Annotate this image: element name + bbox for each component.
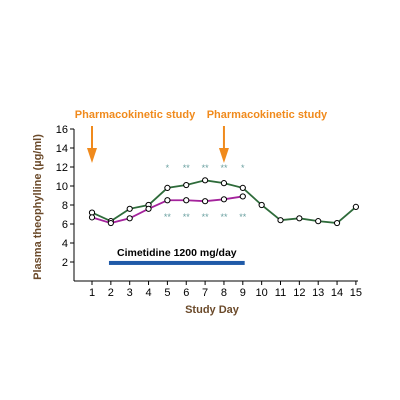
data-point	[239, 184, 246, 191]
x-tick-label: 7	[202, 287, 208, 299]
significance-lower: **	[183, 212, 191, 222]
y-tick-label: 10	[56, 181, 68, 193]
data-point	[315, 218, 322, 225]
x-tick-label: 10	[256, 287, 268, 299]
y-tick-label: 6	[62, 219, 68, 231]
data-point	[202, 177, 209, 184]
data-point	[183, 181, 190, 189]
annotations: Pharmacokinetic study Pharmacokinetic stu…	[75, 109, 328, 163]
data-point	[164, 184, 171, 191]
data-point	[202, 198, 209, 205]
x-tick-label: 5	[164, 287, 170, 299]
annotation-label: Pharmacokinetic study	[207, 109, 328, 121]
x-tick-label: 8	[221, 287, 227, 299]
x-tick-label: 4	[145, 287, 151, 299]
x-tick-label: 15	[350, 287, 362, 299]
data-point	[239, 193, 246, 200]
annotation-label: Pharmacokinetic study	[75, 109, 196, 121]
significance-upper: **	[183, 163, 191, 173]
significance-upper: **	[220, 163, 228, 173]
data-point	[107, 219, 114, 227]
data-point	[258, 201, 265, 209]
significance-lower: **	[239, 212, 247, 222]
x-tick-label: 14	[331, 287, 343, 299]
data-point	[164, 197, 171, 204]
y-tick-label: 14	[56, 143, 68, 155]
series-group	[88, 177, 359, 227]
x-tick-label: 11	[275, 287, 286, 299]
data-point	[145, 205, 152, 212]
y-tick-label: 2	[62, 257, 68, 269]
data-point	[88, 214, 96, 221]
significance-lower: **	[164, 212, 172, 222]
y-axis-label: Plasma theophylline (µg/ml)	[32, 134, 44, 280]
x-tick-label: 1	[89, 287, 95, 299]
x-tick-label: 13	[312, 287, 324, 299]
data-point	[220, 180, 228, 187]
treatment-bar-group: Cimetidine 1200 mg/day	[108, 247, 245, 265]
x-tick-label: 6	[183, 287, 189, 299]
data-point	[126, 205, 133, 212]
significance-upper: *	[241, 163, 245, 173]
significance-marks: ******************	[164, 163, 247, 222]
treatment-bar	[108, 260, 245, 265]
data-point	[352, 203, 359, 210]
data-point	[183, 197, 190, 204]
significance-lower: **	[202, 212, 210, 222]
x-axis-label: Study Day	[185, 304, 240, 316]
data-point	[333, 219, 341, 227]
significance-upper: *	[166, 163, 170, 173]
x-tick-label: 2	[108, 287, 114, 299]
annotation-arrow-head	[87, 148, 97, 163]
x-tick-label: 9	[240, 287, 246, 299]
significance-upper: **	[202, 163, 210, 173]
x-tick-label: 3	[127, 287, 133, 299]
y-tick-label: 16	[56, 124, 68, 136]
data-point	[277, 217, 284, 224]
significance-lower: **	[220, 212, 228, 222]
data-point	[296, 215, 303, 222]
y-tick-label: 12	[56, 162, 68, 174]
x-tick-label: 12	[293, 287, 305, 299]
data-point	[220, 196, 228, 203]
treatment-bar-label: Cimetidine 1200 mg/day	[117, 247, 237, 259]
annotation-arrow-head	[218, 148, 229, 163]
y-tick-label: 4	[62, 238, 68, 250]
y-tick-label: 8	[62, 200, 68, 212]
data-point	[126, 215, 133, 222]
